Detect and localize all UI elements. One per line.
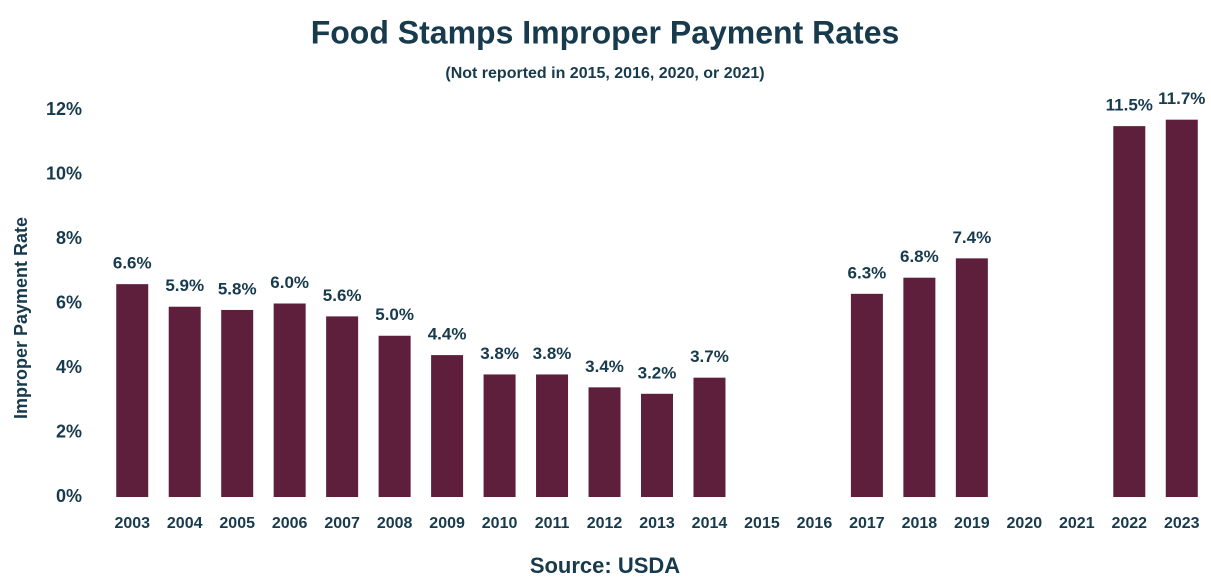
x-tick-label: 2012: [587, 515, 623, 532]
y-tick-label: 12%: [46, 99, 82, 119]
value-label: 6.8%: [900, 247, 939, 266]
chart-subtitle: (Not reported in 2015, 2016, 2020, or 20…: [445, 65, 764, 82]
x-tick-label: 2009: [429, 515, 465, 532]
value-label: 7.4%: [952, 228, 991, 247]
source: Source: USDA: [530, 553, 680, 578]
bar: [850, 293, 883, 497]
y-axis-label: Improper Payment Rate: [11, 217, 31, 419]
x-tick-label: 2010: [482, 515, 518, 532]
bar: [168, 306, 201, 497]
value-label: 5.0%: [375, 305, 414, 324]
value-label: 6.0%: [270, 273, 309, 292]
bar: [116, 284, 149, 497]
x-tick-label: 2022: [1111, 515, 1147, 532]
bar: [588, 387, 621, 497]
bar: [903, 277, 936, 497]
value-label: 6.3%: [848, 263, 887, 282]
value-label: 11.5%: [1106, 96, 1153, 115]
bar: [431, 355, 464, 497]
x-tick-label: 2011: [535, 515, 570, 532]
x-tick-label: 2015: [744, 515, 780, 532]
x-tick-label: 2019: [954, 515, 990, 532]
x-tick-label: 2017: [849, 515, 885, 532]
x-tick-label: 2018: [902, 515, 938, 532]
x-tick-label: 2020: [1007, 515, 1043, 532]
chart-title: Food Stamps Improper Payment Rates: [311, 14, 900, 50]
value-label: 11.7%: [1158, 89, 1205, 108]
x-tick-label: 2003: [114, 515, 150, 532]
bar: [326, 316, 359, 497]
x-tick-label: 2008: [377, 515, 413, 532]
bar: [378, 335, 411, 497]
value-label: 6.6%: [113, 254, 152, 273]
bar: [536, 374, 569, 497]
x-tick-label: 2023: [1164, 515, 1200, 532]
value-label: 3.4%: [585, 357, 624, 376]
x-tick-label: 2021: [1059, 515, 1095, 532]
bar: [1165, 119, 1198, 498]
bar: [641, 393, 673, 497]
value-label: 3.8%: [480, 344, 519, 363]
x-tick-label: 2013: [639, 515, 675, 532]
x-tick-label: 2005: [219, 515, 255, 532]
y-tick-label: 2%: [56, 421, 82, 441]
value-label: 5.6%: [323, 286, 362, 305]
value-label: 4.4%: [428, 325, 467, 344]
y-tick-label: 8%: [56, 228, 82, 248]
bar: [1113, 126, 1146, 497]
bar: [955, 258, 988, 497]
bar: [693, 377, 726, 497]
value-label: 3.8%: [533, 344, 572, 363]
bar: [483, 374, 516, 497]
value-label: 5.9%: [165, 276, 204, 295]
value-label: 5.8%: [218, 279, 257, 298]
value-label: 3.2%: [638, 363, 677, 382]
bar: [273, 303, 306, 497]
x-tick-label: 2004: [167, 515, 203, 532]
y-tick-label: 0%: [56, 486, 82, 506]
x-tick-label: 2014: [692, 515, 728, 532]
y-tick-label: 6%: [56, 292, 82, 312]
y-tick-label: 4%: [56, 357, 82, 377]
value-label: 3.7%: [690, 347, 729, 366]
x-tick-label: 2016: [797, 515, 833, 532]
x-tick-label: 2006: [272, 515, 308, 532]
y-tick-label: 10%: [46, 163, 82, 183]
bar: [221, 309, 254, 497]
x-tick-label: 2007: [324, 515, 360, 532]
